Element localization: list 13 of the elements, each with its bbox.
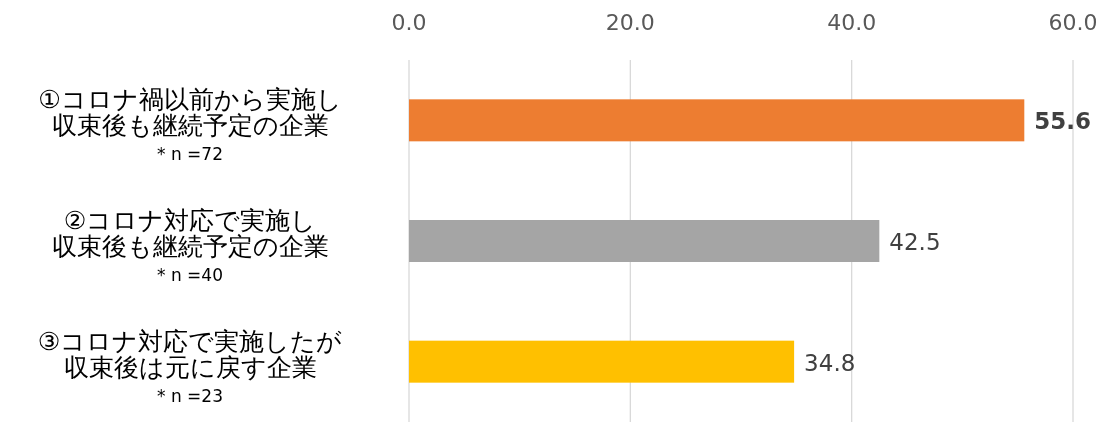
bar [409,99,1025,142]
y-tick-label: ①コロナ禍以前から実施し収束後も継続予定の企業 * n =72 [38,85,342,165]
y-tick-label: ③コロナ対応で実施したが収束後は元に戻す企業 * n =23 [37,326,343,406]
x-tick-label: 0.0 [391,10,427,35]
bar [409,220,880,262]
x-tick-label: 40.0 [827,10,877,35]
x-tick-label: 20.0 [605,10,655,35]
data-label: 34.8 [804,349,856,376]
data-label: 42.5 [889,229,941,255]
y-tick-label: ②コロナ対応で実施し収束後も継続予定の企業 * n =40 [51,206,329,285]
data-label: 55.6 [1034,108,1092,135]
x-tick-label: 60.0 [1048,10,1097,35]
bar [409,340,795,383]
